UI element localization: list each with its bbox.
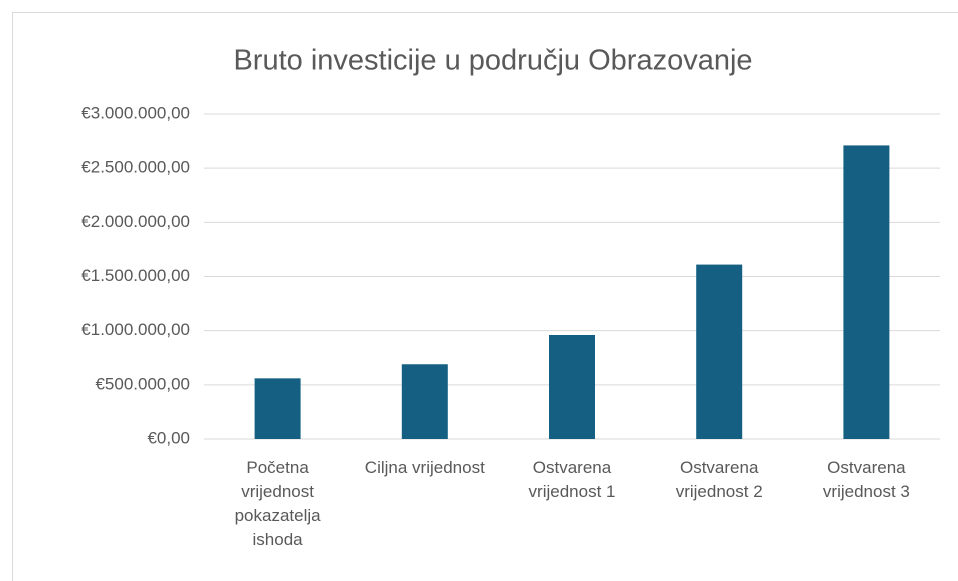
y-tick-label: €2.000.000,00 — [81, 212, 190, 231]
y-tick-label: €1.000.000,00 — [81, 320, 190, 339]
bar — [696, 264, 743, 439]
x-tick-label: Ostvarena vrijednost 2 — [675, 458, 763, 501]
chart-title: Bruto investicije u području Obrazovanje — [233, 45, 752, 77]
x-tick-label: Ostvarena vrijednost 3 — [822, 458, 910, 501]
y-tick-label: €1.500.000,00 — [81, 266, 190, 285]
bar — [401, 364, 448, 439]
y-tick-label: €2.500.000,00 — [81, 158, 190, 177]
y-tick-label: €3.000.000,00 — [81, 103, 190, 122]
x-tick-label: Ostvarena vrijednost 1 — [528, 458, 616, 501]
y-tick-label: €500.000,00 — [95, 374, 190, 393]
bar — [254, 378, 301, 439]
y-tick-label: €0,00 — [147, 428, 190, 447]
bar — [843, 145, 890, 439]
x-tick-label: Ciljna vrijednost — [364, 458, 485, 477]
bar — [549, 335, 595, 439]
x-tick-label: Početna vrijednost pokazatelja ishoda — [234, 458, 321, 549]
chart-border — [12, 12, 958, 581]
